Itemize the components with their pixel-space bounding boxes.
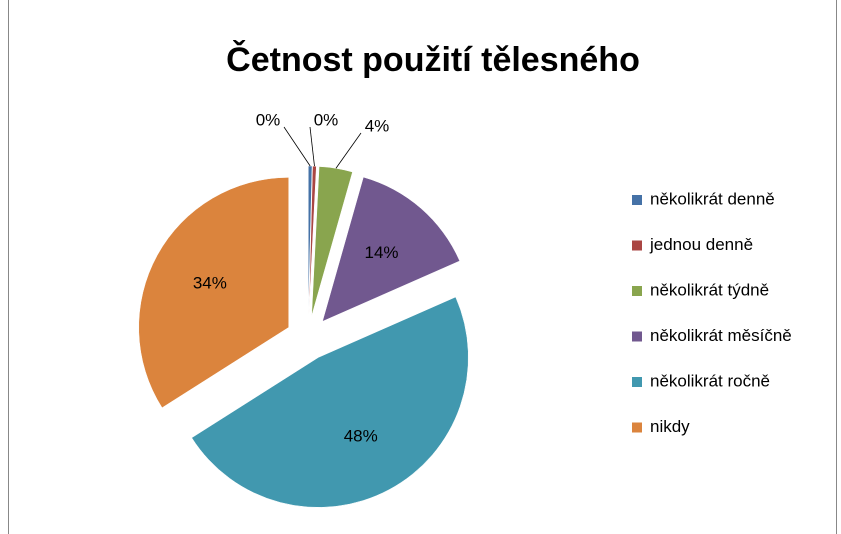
legend-swatch — [632, 195, 642, 205]
data-label: 14% — [365, 243, 399, 262]
leader-line — [335, 132, 362, 169]
data-label: 0% — [256, 110, 281, 129]
data-label: 0% — [314, 110, 339, 129]
pie-slice — [138, 177, 289, 409]
data-label: 48% — [344, 426, 378, 445]
pie-slice — [191, 296, 469, 508]
leader-line — [309, 126, 315, 167]
legend-label: nikdy — [650, 417, 690, 436]
legend-swatch — [632, 240, 642, 251]
legend-swatch — [632, 377, 642, 387]
legend-swatch — [632, 286, 642, 296]
legend-label: několikrát ročně — [650, 371, 770, 390]
pie-slice — [322, 176, 461, 322]
legend-swatch — [632, 422, 642, 433]
leader-line — [283, 126, 311, 167]
chart-title: Četnost použití tělesného — [226, 40, 640, 79]
legend-swatch — [632, 331, 642, 342]
legend-label: jednou denně — [649, 235, 753, 254]
data-label: 34% — [193, 274, 227, 293]
legend-label: několikrát týdně — [650, 280, 769, 299]
legend-label: několikrát denně — [650, 189, 775, 208]
data-label: 4% — [365, 116, 390, 135]
legend-label: několikrát měsíčně — [650, 326, 792, 345]
